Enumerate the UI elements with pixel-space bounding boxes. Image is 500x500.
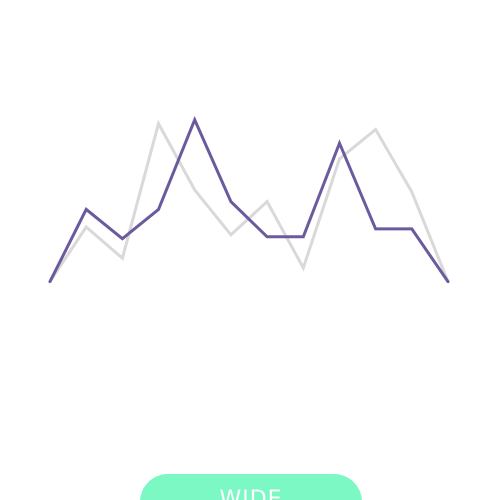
wide-button[interactable]: WIDE: [140, 474, 362, 500]
series-line-2: [48, 115, 450, 284]
series-layer: [48, 115, 450, 284]
series-line-1: [48, 119, 450, 284]
